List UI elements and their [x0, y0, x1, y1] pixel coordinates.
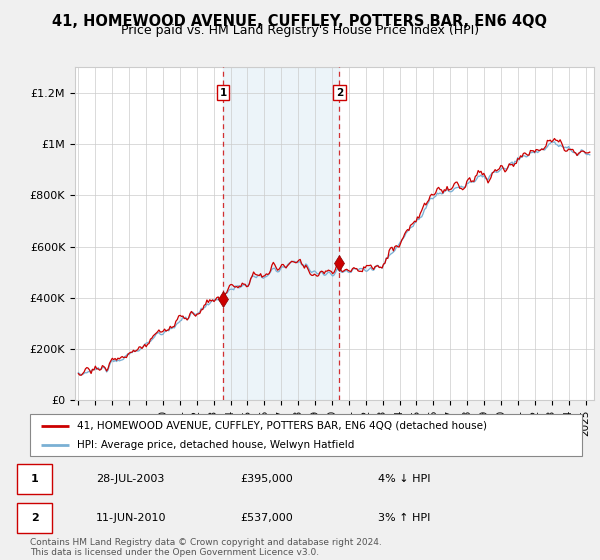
Text: 11-JUN-2010: 11-JUN-2010 [96, 513, 167, 523]
Bar [223, 67, 340, 400]
Text: 2: 2 [31, 513, 38, 523]
Text: £537,000: £537,000 [240, 513, 293, 523]
Text: Contains HM Land Registry data © Crown copyright and database right 2024.
This d: Contains HM Land Registry data © Crown c… [30, 538, 382, 557]
Text: 4% ↓ HPI: 4% ↓ HPI [378, 474, 431, 484]
Text: 1: 1 [31, 474, 38, 484]
Text: 3% ↑ HPI: 3% ↑ HPI [378, 513, 430, 523]
FancyBboxPatch shape [30, 414, 582, 456]
Text: 1: 1 [220, 88, 227, 98]
Text: 28-JUL-2003: 28-JUL-2003 [96, 474, 164, 484]
Text: 41, HOMEWOOD AVENUE, CUFFLEY, POTTERS BAR, EN6 4QQ (detached house): 41, HOMEWOOD AVENUE, CUFFLEY, POTTERS BA… [77, 421, 487, 431]
Text: HPI: Average price, detached house, Welwyn Hatfield: HPI: Average price, detached house, Welw… [77, 440, 354, 450]
Text: £395,000: £395,000 [240, 474, 293, 484]
Text: 41, HOMEWOOD AVENUE, CUFFLEY, POTTERS BAR, EN6 4QQ: 41, HOMEWOOD AVENUE, CUFFLEY, POTTERS BA… [53, 14, 548, 29]
Text: 2: 2 [336, 88, 343, 98]
Text: Price paid vs. HM Land Registry's House Price Index (HPI): Price paid vs. HM Land Registry's House … [121, 24, 479, 37]
